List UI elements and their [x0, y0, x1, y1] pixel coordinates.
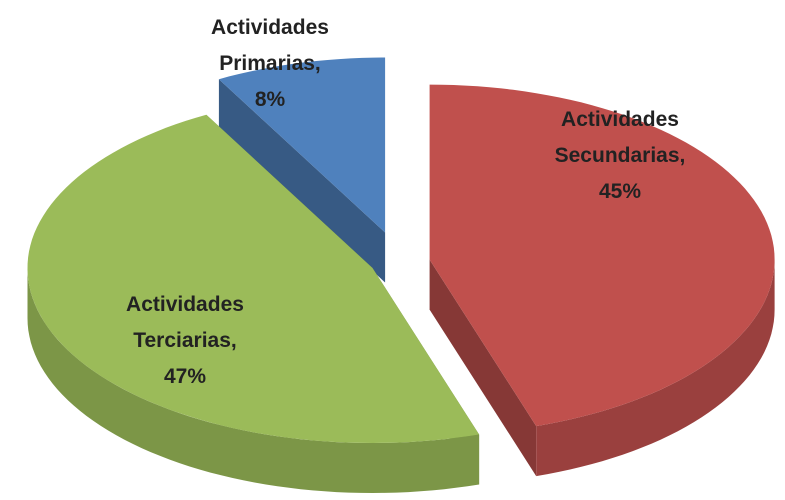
value-label: 45%: [598, 180, 642, 203]
slice: [27, 114, 480, 443]
slice-wall: [536, 259, 775, 477]
slice-side: [429, 259, 537, 477]
slice-label: Actividades Primarias,: [211, 16, 329, 75]
slice: [218, 57, 386, 233]
slice-label: Actividades Terciarias,: [126, 293, 244, 352]
slice-wall: [27, 268, 480, 493]
slice-label: Actividades Secundarias,: [554, 108, 686, 167]
slice: [429, 84, 775, 427]
slice-side: [218, 79, 386, 283]
value-label: 47%: [163, 365, 207, 388]
value-label: 8%: [254, 88, 286, 111]
